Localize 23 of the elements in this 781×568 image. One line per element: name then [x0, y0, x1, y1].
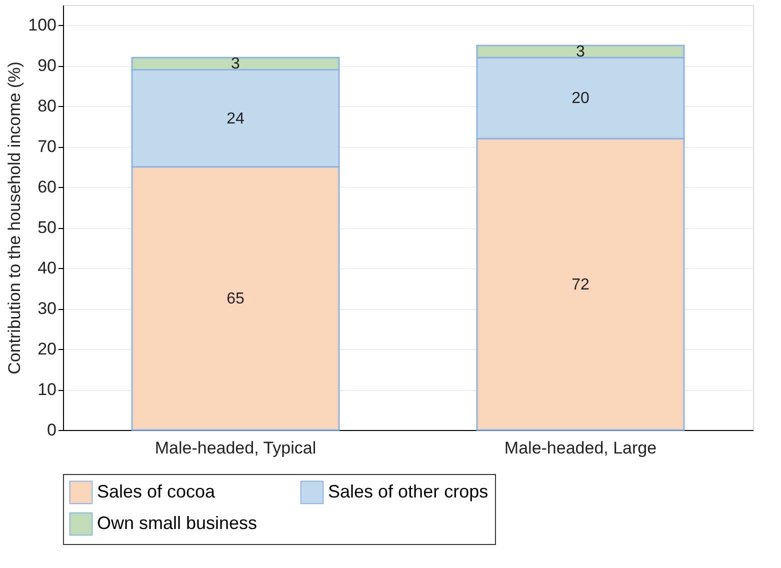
legend-label: Own small business — [97, 513, 258, 533]
x-tick-label: Male-headed, Typical — [154, 438, 316, 458]
y-tick-label: 60 — [38, 178, 56, 197]
y-tick-label: 10 — [38, 380, 56, 400]
y-tick-label: 80 — [38, 96, 56, 116]
data-label: 24 — [226, 110, 244, 128]
y-tick-label: 100 — [28, 16, 56, 35]
y-axis-title: Contribution to the household income (%) — [5, 62, 24, 374]
data-label: 3 — [576, 44, 586, 61]
y-tick-label: 30 — [38, 299, 56, 318]
data-label: 3 — [231, 56, 240, 73]
y-tick-label: 20 — [38, 340, 56, 359]
y-tick-label: 50 — [38, 218, 56, 238]
x-tick-label: Male-headed, Large — [504, 438, 657, 458]
y-tick-label: 90 — [38, 56, 56, 76]
y-tick-label: 40 — [38, 258, 56, 278]
data-label: 20 — [572, 90, 590, 108]
legend-label: Sales of other crops — [328, 481, 488, 502]
data-label: 72 — [572, 276, 590, 294]
data-label: 65 — [226, 290, 244, 308]
y-tick-label: 0 — [47, 420, 56, 440]
legend-label: Sales of cocoa — [97, 481, 216, 502]
y-tick-label: 70 — [38, 137, 56, 156]
